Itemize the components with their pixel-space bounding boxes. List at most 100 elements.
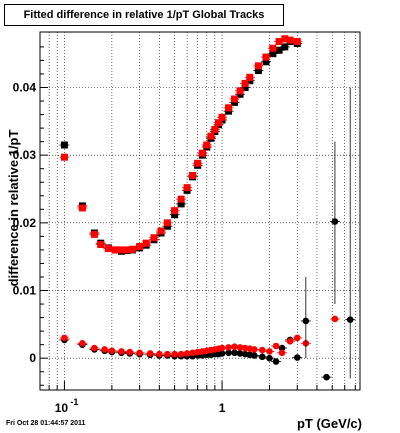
- data-point: [111, 246, 119, 254]
- data-point: [177, 195, 185, 203]
- data-point: [171, 211, 179, 219]
- data-point: [323, 373, 330, 381]
- chart-title: Fitted difference in relative 1/pT Globa…: [4, 4, 284, 26]
- data-point: [275, 46, 283, 54]
- data-point: [231, 343, 238, 350]
- data-point: [156, 350, 163, 358]
- data-point: [194, 159, 202, 167]
- x-tick-label: 1: [219, 401, 226, 415]
- data-point: [90, 230, 98, 238]
- data-point: [241, 83, 249, 91]
- data-point: [183, 184, 191, 192]
- data-point: [189, 171, 197, 179]
- data-point: [61, 334, 68, 342]
- data-point: [60, 141, 68, 149]
- data-point: [136, 349, 143, 357]
- data-point: [123, 246, 131, 254]
- data-point: [146, 350, 154, 357]
- data-point: [171, 207, 179, 215]
- y-tick-label: 0.02: [13, 216, 37, 230]
- data-point: [218, 344, 226, 352]
- data-point: [231, 95, 239, 103]
- axes: 0 0.01 0.02 0.03 0.04 10 -1 1: [13, 31, 361, 415]
- data-point: [177, 200, 185, 208]
- data-point: [150, 234, 158, 242]
- data-point: [60, 153, 68, 161]
- x-axis-label: pT (GeV/c): [297, 416, 362, 431]
- data-point: [262, 58, 270, 66]
- data-point: [293, 37, 301, 45]
- data-point: [136, 243, 144, 251]
- data-point: [258, 353, 266, 361]
- data-point: [198, 149, 206, 157]
- data-point: [118, 348, 125, 355]
- y-axis-label: difference in relative 1/pT: [6, 130, 21, 287]
- data-point: [266, 348, 273, 355]
- data-point: [142, 239, 150, 247]
- data-series: [59, 35, 356, 381]
- data-point: [218, 350, 226, 357]
- data-point: [171, 350, 178, 358]
- data-point: [218, 113, 226, 121]
- data-point: [254, 62, 262, 70]
- x-tick-label: 10: [55, 401, 69, 415]
- data-point: [231, 349, 238, 357]
- x-tick-label: -1: [70, 397, 78, 407]
- y-tick-label: 0.01: [13, 284, 37, 298]
- data-point: [250, 352, 258, 359]
- y-tick-label: 0: [29, 351, 36, 365]
- data-point: [189, 349, 196, 357]
- data-point: [203, 141, 211, 149]
- data-point: [183, 350, 191, 357]
- data-point: [293, 334, 301, 342]
- data-point: [211, 125, 219, 133]
- data-point: [225, 104, 233, 112]
- data-point: [79, 340, 86, 347]
- data-point: [278, 349, 286, 357]
- data-point: [78, 204, 86, 212]
- data-point: [258, 346, 266, 354]
- data-point: [225, 344, 232, 351]
- data-point: [275, 37, 283, 45]
- data-point: [157, 227, 165, 235]
- data-point: [104, 245, 112, 253]
- data-point: [207, 132, 215, 140]
- data-point: [272, 342, 280, 350]
- data-point: [236, 344, 244, 351]
- data-point: [254, 67, 262, 75]
- data-point: [286, 36, 294, 44]
- data-point: [164, 350, 171, 358]
- data-point: [101, 346, 108, 353]
- data-point: [293, 354, 301, 361]
- data-point: [246, 73, 254, 81]
- y-tick-label: 0.03: [13, 148, 37, 162]
- data-point: [177, 350, 185, 358]
- data-point: [126, 348, 134, 356]
- data-point: [241, 79, 249, 87]
- data-point: [236, 350, 244, 357]
- data-point: [281, 35, 289, 43]
- data-point: [91, 344, 98, 352]
- data-point: [266, 354, 273, 362]
- data-point: [117, 246, 125, 254]
- data-point: [215, 119, 223, 127]
- y-tick-label: 0.04: [13, 80, 37, 94]
- data-point: [250, 346, 258, 353]
- plot-frame: [39, 31, 361, 391]
- data-point: [281, 43, 289, 51]
- data-point: [331, 315, 339, 323]
- data-point: [163, 219, 171, 227]
- data-point: [128, 245, 136, 253]
- grid-lines: [39, 32, 360, 390]
- data-point: [286, 337, 294, 345]
- data-point: [108, 347, 116, 355]
- data-point: [269, 50, 277, 58]
- data-point: [236, 87, 244, 95]
- data-point: [262, 53, 270, 61]
- data-point: [97, 240, 105, 248]
- data-point: [272, 358, 280, 365]
- data-point: [225, 349, 232, 357]
- timestamp: Fri Oct 28 01:44:57 2011: [6, 420, 86, 427]
- data-point: [269, 44, 277, 52]
